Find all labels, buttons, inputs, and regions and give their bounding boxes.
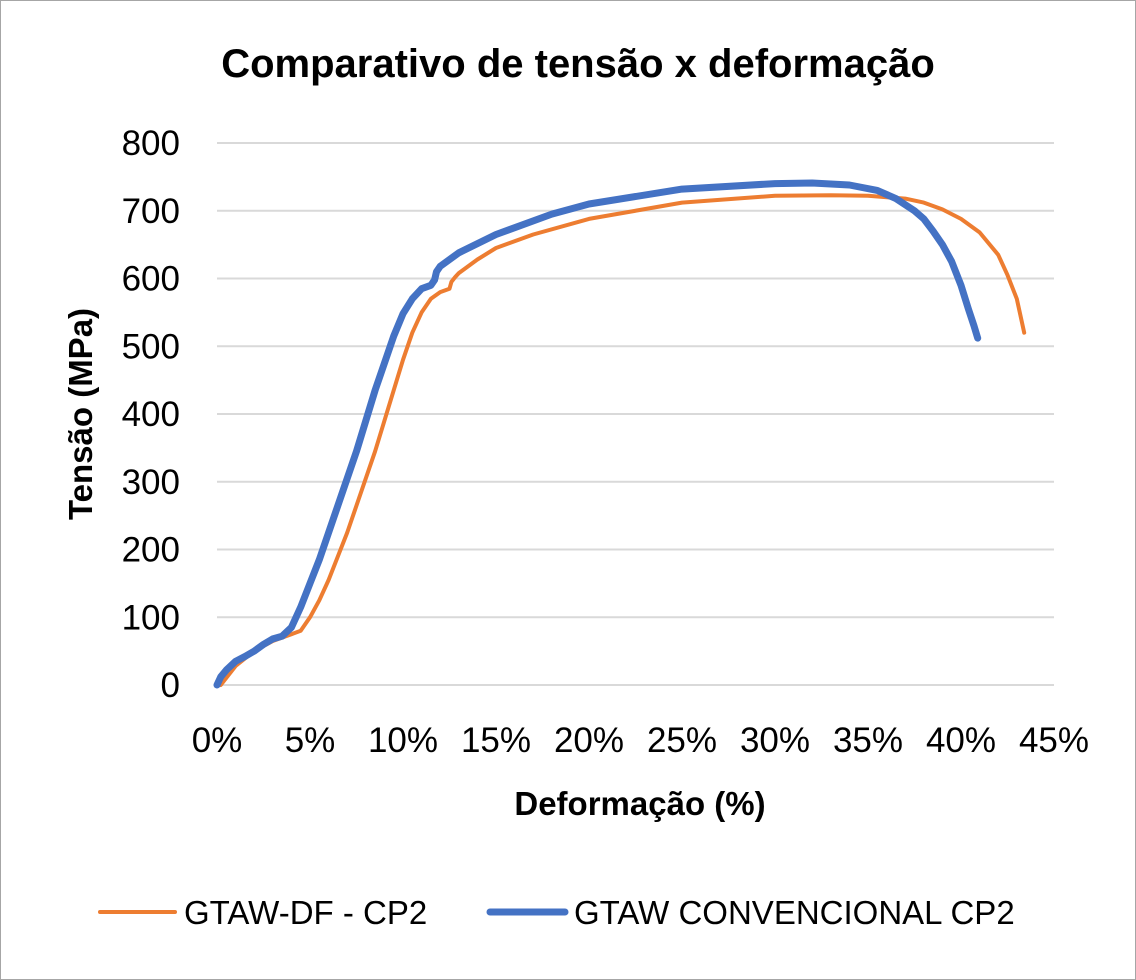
legend-label: GTAW CONVENCIONAL CP2 (574, 894, 1015, 931)
x-tick-label: 45% (1019, 721, 1089, 760)
x-tick-label: 15% (461, 721, 531, 760)
series-line (218, 193, 1027, 687)
x-tick-label: 35% (833, 721, 903, 760)
series-line (213, 179, 982, 689)
y-tick-label: 800 (122, 124, 180, 163)
legend-item: GTAW-DF - CP2 (98, 894, 427, 931)
x-tick-label: 0% (192, 721, 243, 760)
y-tick-label: 200 (122, 531, 180, 570)
y-tick-label: 300 (122, 463, 180, 502)
chart-title: Comparativo de tensão x deformação (221, 42, 935, 86)
y-tick-labels: 0 100 200 300 400 500 600 700 800 (122, 124, 180, 705)
y-tick-label: 700 (122, 192, 180, 231)
y-tick-label: 500 (122, 327, 180, 366)
x-tick-label: 20% (554, 721, 624, 760)
series-lines (213, 179, 1027, 689)
legend-item: GTAW CONVENCIONAL CP2 (486, 894, 1015, 931)
y-tick-label: 100 (122, 598, 180, 637)
x-axis-title: Deformação (%) (514, 785, 765, 822)
legend: GTAW-DF - CP2 GTAW CONVENCIONAL CP2 (98, 894, 1015, 931)
y-axis-title: Tensão (MPa) (62, 308, 99, 520)
legend-label: GTAW-DF - CP2 (184, 894, 427, 931)
x-tick-label: 40% (926, 721, 996, 760)
y-tick-label: 400 (122, 395, 180, 434)
x-tick-labels: 0% 5% 10% 15% 20% 25% 30% 35% 40% 45% (192, 721, 1089, 760)
y-tick-label: 600 (122, 260, 180, 299)
gridlines (217, 142, 1054, 686)
x-tick-label: 25% (647, 721, 717, 760)
x-tick-label: 10% (368, 721, 438, 760)
x-tick-label: 5% (285, 721, 336, 760)
y-tick-label: 0 (161, 666, 180, 705)
x-tick-label: 30% (740, 721, 810, 760)
